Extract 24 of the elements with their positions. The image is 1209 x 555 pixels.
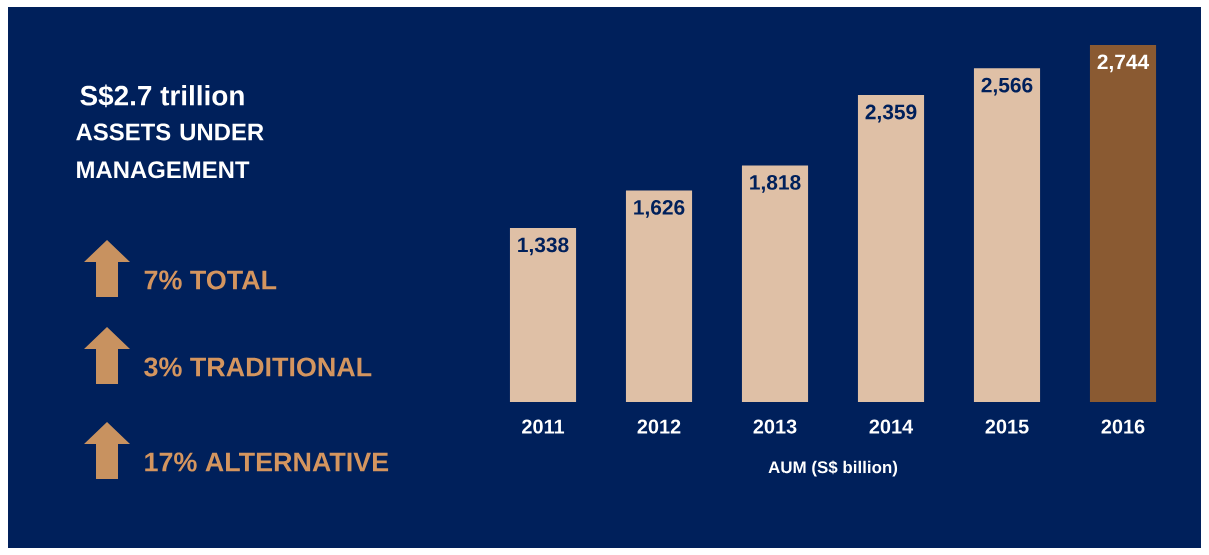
bar <box>857 95 925 402</box>
text: 17% ALTERNATIVE <box>145 452 389 472</box>
bar <box>741 165 809 402</box>
bar <box>509 227 577 402</box>
text: 3% TRADITIONAL <box>144 357 372 377</box>
text: S$2.7 trillion <box>80 84 244 108</box>
bar <box>625 190 693 402</box>
data-label: 1,626 <box>634 199 685 218</box>
bar <box>1089 44 1157 402</box>
bar <box>973 68 1041 402</box>
data-label: 1,818 <box>750 174 801 193</box>
x-tick-label: 2012 <box>637 419 681 434</box>
text: ASSETS UNDER MANAGEMENT <box>76 123 264 179</box>
data-label: 1,338 <box>518 237 569 256</box>
x-tick-label: 2011 <box>522 419 565 434</box>
x-tick-label: 2016 <box>1101 419 1145 434</box>
x-tick-label: 2015 <box>985 419 1029 434</box>
data-label: 2,566 <box>981 77 1033 96</box>
data-label: 2,359 <box>865 104 917 123</box>
x-axis-title: AUM (S$ billion) <box>768 460 898 477</box>
x-tick-label: 2013 <box>753 419 797 434</box>
data-label: 2,744 <box>1097 54 1150 73</box>
x-tick-label: 2014 <box>869 419 914 434</box>
text: 7% TOTAL <box>144 270 277 290</box>
